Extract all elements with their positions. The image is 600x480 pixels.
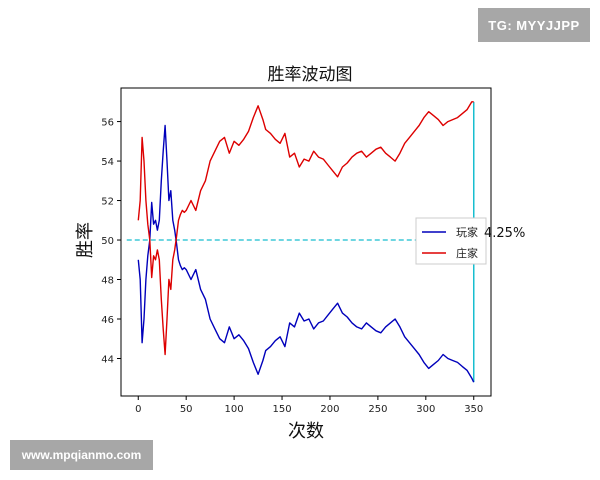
series-line-player (137, 124, 475, 383)
x-tick-label: 50 (180, 404, 193, 415)
legend-label-banker: 庄家 (456, 246, 478, 260)
x-tick-label: 150 (272, 404, 291, 415)
y-axis-label: 胜率 (75, 222, 96, 258)
watermark-bottom: www.mpqianmo.com (10, 440, 153, 470)
x-tick-label: 0 (135, 404, 141, 415)
y-tick-label: 54 (101, 157, 114, 168)
y-tick-label: 48 (101, 276, 114, 287)
x-tick-label: 350 (464, 404, 483, 415)
y-tick-label: 52 (101, 197, 114, 208)
x-tick-label: 200 (320, 404, 339, 415)
win-rate-diff-annotation: 4.25% (484, 226, 526, 241)
y-tick-label: 50 (101, 236, 114, 247)
x-tick-label: 300 (416, 404, 435, 415)
y-tick-label: 46 (101, 315, 114, 326)
series-line-banker (137, 101, 474, 356)
x-tick-label: 100 (225, 404, 244, 415)
plot-frame (120, 87, 492, 397)
x-axis-label: 次数 (288, 421, 324, 442)
watermark-top: TG: MYYJJPP (478, 8, 590, 42)
legend-box (415, 217, 487, 265)
y-tick-label: 56 (101, 118, 114, 129)
legend-label-player: 玩家 (456, 225, 478, 239)
legend: 玩家 庄家 (415, 217, 487, 265)
chart-title: 胜率波动图 (268, 65, 353, 85)
x-tick-label: 250 (368, 404, 387, 415)
y-tick-label: 44 (101, 354, 114, 365)
